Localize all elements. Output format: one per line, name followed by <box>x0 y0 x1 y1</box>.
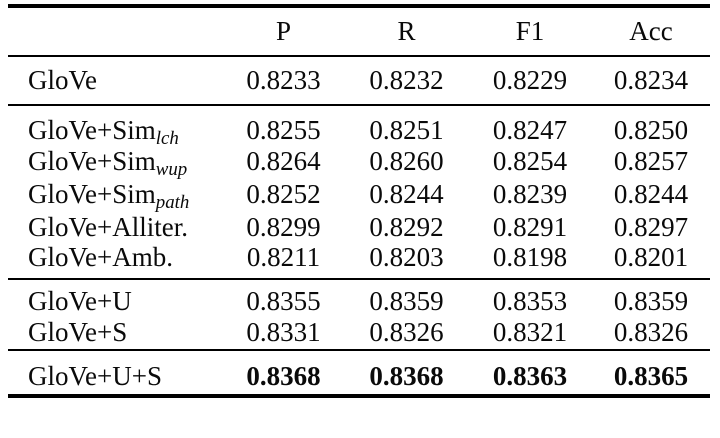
value-cell: 0.8291 <box>492 211 568 242</box>
value-cell: 0.8252 <box>246 178 321 209</box>
value-cell: 0.8247 <box>492 115 568 145</box>
table-row: GloVe+U+S 0.8368 0.8368 0.8363 0.8365 <box>8 350 710 396</box>
table-row: GloVe+Simwup 0.8264 0.8260 0.8254 0.8257 <box>8 144 710 180</box>
row-label: GloVe+U <box>28 285 132 316</box>
value-cell: 0.8264 <box>246 145 321 176</box>
value-cell: 0.8255 <box>246 115 321 145</box>
value-cell: 0.8299 <box>246 211 321 242</box>
table-row: GloVe 0.8233 0.8232 0.8229 0.8234 <box>8 56 710 105</box>
row-label: GloVe+Simlch <box>28 115 179 150</box>
value-cell: 0.8244 <box>369 178 444 209</box>
row-label: GloVe <box>28 65 97 96</box>
value-cell: 0.8234 <box>613 65 689 96</box>
value-cell: 0.8359 <box>369 285 444 316</box>
row-label-subscript: lch <box>155 128 179 150</box>
value-cell: 0.8297 <box>613 211 689 242</box>
value-cell: 0.8211 <box>246 242 321 273</box>
table-header: P R F1 Acc <box>8 6 710 56</box>
value-cell: 0.8260 <box>369 145 444 176</box>
header-row: P R F1 Acc <box>8 6 710 56</box>
table-row: GloVe+U 0.8355 0.8359 0.8353 0.8359 <box>8 279 710 315</box>
value-cell: 0.8251 <box>369 115 444 145</box>
results-table: P R F1 Acc GloVe 0.8233 0.8232 0.8229 0.8234… <box>8 4 710 399</box>
row-label: GloVe+Alliter. <box>28 211 188 242</box>
value-cell: 0.8363 <box>492 361 568 392</box>
value-cell: 0.8201 <box>613 242 689 273</box>
value-cell: 0.8353 <box>492 285 568 316</box>
value-cell: 0.8359 <box>613 285 689 316</box>
value-cell: 0.8326 <box>369 316 444 347</box>
row-label: GloVe+Amb. <box>28 242 173 273</box>
row-label: GloVe+S <box>28 316 128 347</box>
value-cell: 0.8250 <box>613 115 689 145</box>
value-cell: 0.8326 <box>613 316 689 347</box>
row-label: GloVe+U+S <box>28 361 162 392</box>
value-cell: 0.8233 <box>246 65 321 96</box>
table-group-1: GloVe+Simlch 0.8255 0.8251 0.8247 0.8250 GloV… <box>8 105 710 279</box>
header-cell-recall: R <box>397 16 416 47</box>
header-cell-empty <box>8 6 222 56</box>
value-cell: 0.8244 <box>613 178 689 209</box>
table-group-2: GloVe+U 0.8355 0.8359 0.8353 0.8359 GloVe+S 0.… <box>8 278 710 350</box>
table-group-0: GloVe 0.8233 0.8232 0.8229 0.8234 <box>8 56 710 105</box>
table-row: GloVe+Alliter. 0.8299 0.8292 0.8291 0.8297 <box>8 210 710 243</box>
value-cell: 0.8198 <box>492 242 568 273</box>
table-row: GloVe+Simpath 0.8252 0.8244 0.8239 0.8244 <box>8 177 710 213</box>
value-cell: 0.8257 <box>613 145 689 176</box>
header-cell-f1: F1 <box>515 16 545 47</box>
value-cell: 0.8239 <box>492 178 568 209</box>
value-cell: 0.8331 <box>246 316 321 347</box>
table-row: GloVe+S 0.8331 0.8326 0.8321 0.8326 <box>8 315 710 350</box>
value-cell: 0.8254 <box>492 145 568 176</box>
value-cell: 0.8368 <box>246 361 321 392</box>
row-label: GloVe+Simwup <box>28 145 188 180</box>
row-label: GloVe+Simpath <box>28 178 190 213</box>
table-row: GloVe+Amb. 0.8211 0.8203 0.8198 0.8201 <box>8 243 710 278</box>
value-cell: 0.8368 <box>369 361 444 392</box>
table-row: GloVe+Simlch 0.8255 0.8251 0.8247 0.8250 <box>8 105 710 150</box>
value-cell: 0.8292 <box>369 211 444 242</box>
value-cell: 0.8321 <box>492 316 568 347</box>
value-cell: 0.8365 <box>613 361 689 392</box>
row-label-subscript: wup <box>155 158 188 180</box>
value-cell: 0.8355 <box>246 285 321 316</box>
value-cell: 0.8229 <box>492 65 568 96</box>
header-cell-precision: P <box>275 16 292 47</box>
row-label-subscript: path <box>155 191 190 213</box>
value-cell: 0.8232 <box>369 65 444 96</box>
table-group-3: GloVe+U+S 0.8368 0.8368 0.8363 0.8365 <box>8 350 710 396</box>
header-cell-accuracy: Acc <box>629 16 673 47</box>
value-cell: 0.8203 <box>369 242 444 273</box>
